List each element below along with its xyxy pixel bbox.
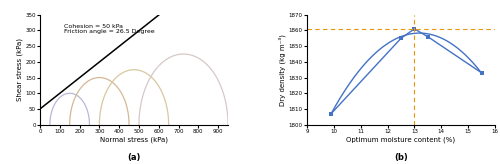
Text: (a): (a)	[128, 153, 140, 162]
Text: (b): (b)	[394, 153, 408, 162]
Y-axis label: Shear stress (kPa): Shear stress (kPa)	[16, 38, 22, 101]
Text: Cohesion = 50 kPa
Friction angle = 26.5 Degree: Cohesion = 50 kPa Friction angle = 26.5 …	[64, 24, 155, 34]
Y-axis label: Dry density (kg m⁻³): Dry density (kg m⁻³)	[278, 34, 286, 106]
X-axis label: Normal stress (kPa): Normal stress (kPa)	[100, 137, 168, 143]
X-axis label: Optimum moisture content (%): Optimum moisture content (%)	[346, 137, 456, 143]
